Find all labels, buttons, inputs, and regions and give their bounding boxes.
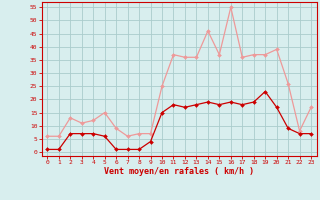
X-axis label: Vent moyen/en rafales ( km/h ): Vent moyen/en rafales ( km/h )	[104, 167, 254, 176]
